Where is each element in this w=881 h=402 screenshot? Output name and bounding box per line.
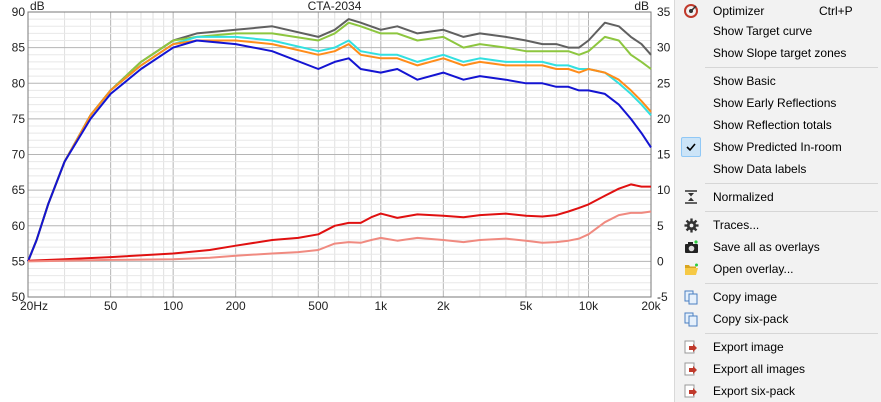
series-line-5: [27, 183, 651, 262]
x-tick-label: 20k: [641, 299, 661, 313]
menu-item-open-overlay[interactable]: Open overlay...: [679, 258, 881, 280]
series-line-4: [27, 39, 652, 262]
menu-item-export-image[interactable]: Export image: [679, 336, 881, 358]
menu-item-show-target-curve[interactable]: Show Target curve: [679, 20, 881, 42]
x-tick-label: 100: [163, 299, 183, 313]
plot-frame: [27, 11, 652, 298]
y2-tick-label: 15: [657, 148, 671, 162]
y2-tick-label: 10: [657, 183, 671, 197]
copy-icon: [681, 309, 701, 329]
y2-tick-label: 35: [657, 5, 671, 19]
x-tick-label: 2k: [437, 299, 451, 313]
folder-open-icon: [681, 259, 701, 279]
y2-tick-label: 20: [657, 112, 671, 126]
optimizer-icon: [681, 1, 701, 21]
y2-tick-label: 25: [657, 76, 671, 90]
y-tick-label: 60: [12, 219, 26, 233]
menu-item-export-six-pack[interactable]: Export six-pack: [679, 380, 881, 402]
chart-title: CTA-2034: [308, 0, 362, 13]
menu-label: Show Target curve: [713, 24, 813, 38]
menu-item-copy-six-pack[interactable]: Copy six-pack: [679, 308, 881, 330]
y-tick-label: 70: [12, 148, 26, 162]
y2-tick-label: 5: [657, 219, 664, 233]
menu-label: Show Early Reflections: [713, 96, 837, 110]
menu-label: Export all images: [713, 362, 806, 376]
x-tick-label: 20Hz: [20, 299, 48, 313]
menu-label: Export six-pack: [713, 384, 796, 398]
y-tick-label: 55: [12, 254, 26, 268]
menu-label: Optimizer: [713, 4, 765, 18]
context-menu: Optimizer Ctrl+P Show Target curve Show …: [674, 0, 881, 402]
y2-tick-label: 30: [657, 41, 671, 55]
copy-icon: [681, 287, 701, 307]
y-tick-label: 65: [12, 183, 26, 197]
x-tick-label: 5k: [520, 299, 534, 313]
menu-item-show-early-reflections[interactable]: Show Early Reflections: [679, 92, 881, 114]
menu-item-show-basic[interactable]: Show Basic: [679, 70, 881, 92]
menu-label: Copy image: [713, 290, 778, 304]
series-line-3: [27, 39, 652, 262]
y-tick-label: 90: [12, 5, 26, 19]
menu-item-traces[interactable]: Traces...: [679, 214, 881, 236]
menu-label: Show Basic: [713, 74, 776, 88]
y2-tick-label: 0: [657, 254, 664, 268]
menu-separator: [705, 67, 878, 68]
export-icon: [681, 359, 701, 379]
menu-item-show-data-labels[interactable]: Show Data labels: [679, 158, 881, 180]
x-tick-label: 200: [226, 299, 246, 313]
menu-separator: [705, 211, 878, 212]
export-icon: [681, 337, 701, 357]
menu-label: Normalized: [713, 190, 774, 204]
menu-label: Show Reflection totals: [713, 118, 832, 132]
menu-separator: [705, 333, 878, 334]
y-tick-label: 85: [12, 41, 26, 55]
menu-item-show-reflection-totals[interactable]: Show Reflection totals: [679, 114, 881, 136]
y2-tick-label: -5: [657, 290, 668, 304]
menu-item-copy-image[interactable]: Copy image: [679, 286, 881, 308]
menu-shortcut: Ctrl+P: [819, 4, 853, 18]
series-line-6: [27, 210, 652, 263]
menu-separator: [705, 283, 878, 284]
menu-label: Show Predicted In-room: [713, 140, 842, 154]
menu-item-normalized[interactable]: Normalized: [679, 186, 881, 208]
y2-axis-unit: dB: [634, 0, 649, 13]
camera-icon: [681, 237, 701, 257]
x-tick-label: 500: [308, 299, 328, 313]
y-tick-label: 75: [12, 112, 26, 126]
menu-item-show-slope-target-zones[interactable]: Show Slope target zones: [679, 42, 881, 64]
x-tick-label: 1k: [374, 299, 388, 313]
normalize-icon: [681, 187, 701, 207]
checkmark-icon: [681, 137, 701, 157]
x-tick-label: 50: [104, 299, 118, 313]
menu-label: Traces...: [713, 218, 760, 232]
export-icon: [681, 381, 701, 401]
y-tick-label: 50: [12, 290, 26, 304]
menu-label: Open overlay...: [713, 262, 794, 276]
x-tick-label: 10k: [579, 299, 599, 313]
menu-item-save-all-as-overlays[interactable]: Save all as overlays: [679, 236, 881, 258]
menu-item-optimizer[interactable]: Optimizer Ctrl+P: [679, 0, 881, 22]
menu-item-export-all-images[interactable]: Export all images: [679, 358, 881, 380]
menu-label: Save all as overlays: [713, 240, 820, 254]
menu-label: Export image: [713, 340, 784, 354]
menu-label: Show Data labels: [713, 162, 807, 176]
chart-area[interactable]: 50 55 60 65 70 75 80 85 90 -5 0 5 10 15 20 25 30 35 20Hz 50…: [0, 0, 672, 402]
gear-icon: [681, 215, 701, 235]
menu-label: Show Slope target zones: [713, 46, 847, 60]
menu-separator: [705, 183, 878, 184]
menu-label: Copy six-pack: [713, 312, 789, 326]
y-axis-unit: dB: [30, 0, 45, 13]
y-tick-label: 80: [12, 76, 26, 90]
menu-item-show-predicted-in-room[interactable]: Show Predicted In-room: [679, 136, 881, 158]
